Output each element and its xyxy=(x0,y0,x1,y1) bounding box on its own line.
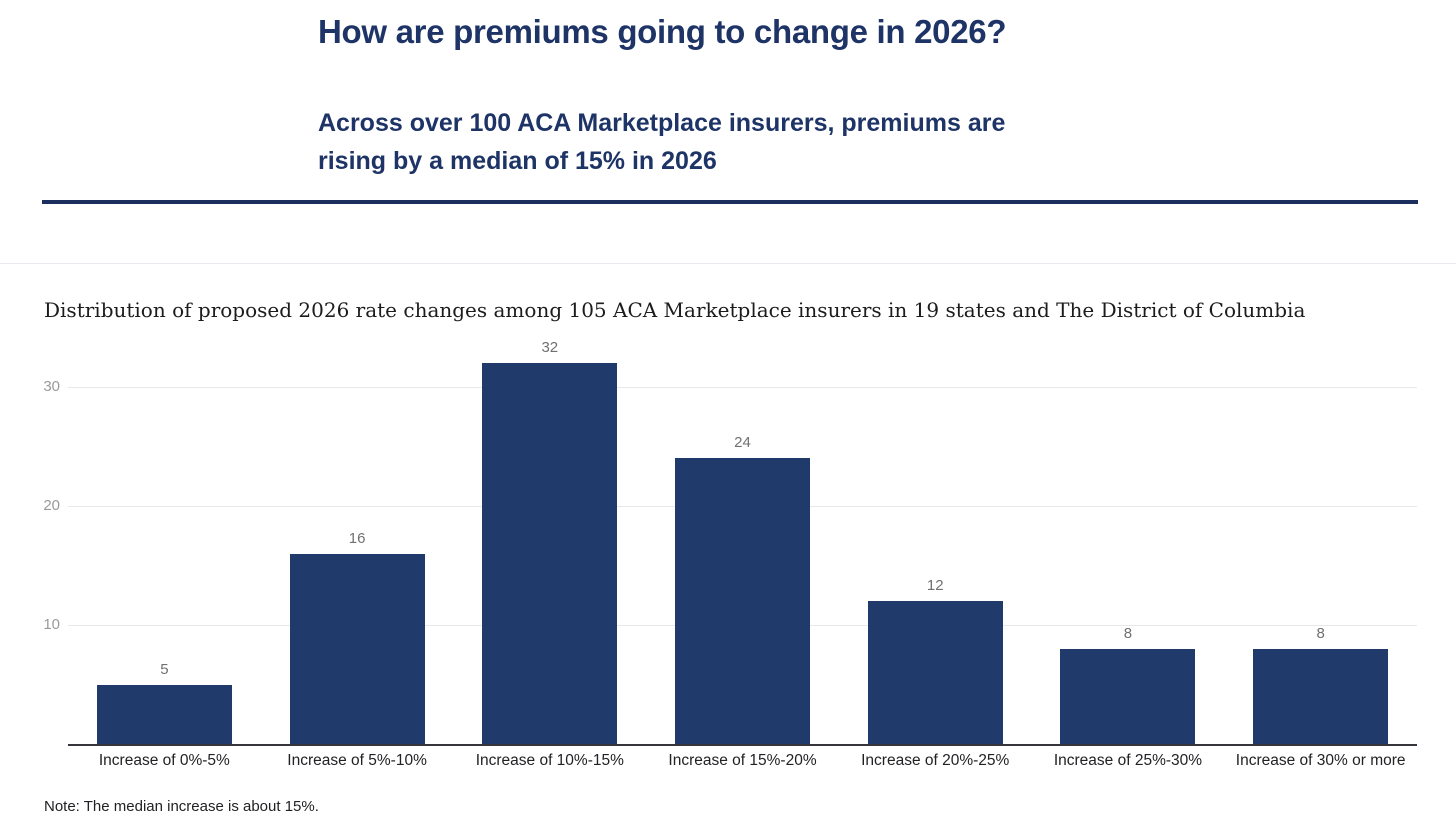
bar-value-label: 8 xyxy=(1316,624,1325,642)
bar-value-label: 12 xyxy=(926,577,944,595)
bar xyxy=(482,363,618,744)
bar-group: 8 xyxy=(1032,624,1225,744)
bar-group: 16 xyxy=(261,529,454,744)
bar-group: 8 xyxy=(1224,624,1417,744)
chart-title: Distribution of proposed 2026 rate chang… xyxy=(44,298,1306,322)
page-subtitle: Across over 100 ACA Marketplace insurers… xyxy=(318,104,1005,180)
y-axis-tick-label: 30 xyxy=(43,378,60,395)
bar xyxy=(289,553,425,744)
bar-group: 32 xyxy=(453,340,646,744)
x-axis-category-label: Increase of 15%-20% xyxy=(668,752,817,769)
header-divider-rule xyxy=(42,200,1418,204)
bar-group: 5 xyxy=(68,660,261,744)
bars: 5 16 32 24 12 8 8 xyxy=(68,324,1417,744)
chart-note: Note: The median increase is about 15%. xyxy=(44,798,319,815)
bar xyxy=(675,458,811,744)
bar xyxy=(867,601,1003,744)
bar-value-label: 8 xyxy=(1123,624,1133,642)
x-axis-category-label: Increase of 20%-25% xyxy=(861,752,1010,769)
bar-value-label: 5 xyxy=(160,660,169,678)
bar xyxy=(96,684,232,744)
x-axis-category-label: Increase of 5%-10% xyxy=(287,752,427,769)
x-axis-line xyxy=(68,744,1417,746)
bar-group: 12 xyxy=(839,578,1032,744)
bar-group: 24 xyxy=(646,435,839,744)
bar xyxy=(1060,648,1196,744)
subtitle-line-1: Across over 100 ACA Marketplace insurers… xyxy=(318,109,1006,137)
y-axis-tick-label: 10 xyxy=(43,616,60,633)
y-axis-tick-label: 20 xyxy=(43,497,60,514)
section-divider-rule xyxy=(0,263,1456,264)
gridline xyxy=(68,387,1417,388)
page-title: How are premiums going to change in 2026… xyxy=(318,13,1007,50)
x-axis-category-label: Increase of 10%-15% xyxy=(475,752,624,769)
x-axis-category-label: Increase of 30% or more xyxy=(1235,752,1406,769)
bar-value-label: 24 xyxy=(734,434,751,452)
x-axis-labels: Increase of 0%-5% Increase of 5%-10% Incre… xyxy=(68,752,1417,770)
subtitle-line-2: rising by a median of 15% in 2026 xyxy=(318,147,717,175)
bar-value-label: 16 xyxy=(348,529,366,547)
bar-value-label: 32 xyxy=(541,339,559,357)
x-axis-category-label: Increase of 0%-5% xyxy=(98,752,230,769)
x-axis-category-label: Increase of 25%-30% xyxy=(1053,752,1203,769)
bar xyxy=(1253,648,1389,744)
